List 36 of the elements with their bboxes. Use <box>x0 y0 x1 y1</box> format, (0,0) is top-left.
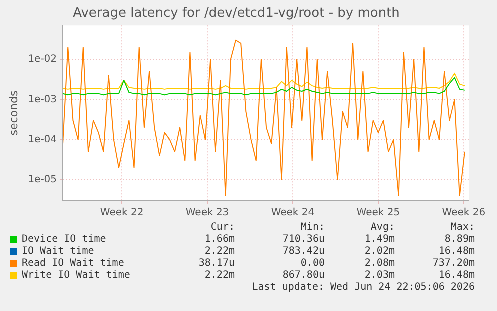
text: 8.89m <box>444 234 475 245</box>
text: 783.42u <box>282 246 325 257</box>
legend-label: Write IO Wait time <box>22 270 130 281</box>
x-tick-label: Week 25 <box>356 208 400 219</box>
x-tick-label: Week 26 <box>442 208 486 219</box>
y-axis-title: seconds <box>7 90 20 136</box>
text: Max: <box>450 222 475 233</box>
text: 2.22m <box>204 270 235 281</box>
x-tick-label: Week 22 <box>100 208 144 219</box>
text: Min: <box>300 222 325 233</box>
text: 737.20m <box>432 258 475 269</box>
text: Cur: <box>210 222 235 233</box>
text: 2.08m <box>364 258 395 269</box>
text: 38.17u <box>198 258 235 269</box>
text: 2.03m <box>364 270 395 281</box>
text: Avg: <box>370 222 395 233</box>
x-tick-label: Week 24 <box>271 208 315 219</box>
text: 867.80u <box>282 270 325 281</box>
y-tick-label: 1e-02 <box>28 54 58 66</box>
y-tick-label: 1e-05 <box>28 174 58 186</box>
text: 2.22m <box>204 246 235 257</box>
legend-label: Read IO Wait time <box>22 258 124 269</box>
text: Last update: Wed Jun 24 22:05:06 2026 <box>251 282 475 293</box>
text: 2.02m <box>364 246 395 257</box>
text: 710.36u <box>282 234 325 245</box>
text: 0.00 <box>300 258 325 269</box>
y-tick-label: 1e-04 <box>28 134 58 146</box>
text: 1.49m <box>364 234 395 245</box>
legend-label: Device IO time <box>22 234 106 245</box>
text: 1.66m <box>204 234 235 245</box>
chart-title: Average latency for /dev/etcd1-vg/root - by month <box>73 6 400 22</box>
legend-label: IO Wait time <box>22 246 94 257</box>
text: 16.48m <box>438 246 475 257</box>
x-tick-label: Week 23 <box>186 208 230 219</box>
y-tick-label: 1e-03 <box>28 94 58 106</box>
text: 16.48m <box>438 270 475 281</box>
